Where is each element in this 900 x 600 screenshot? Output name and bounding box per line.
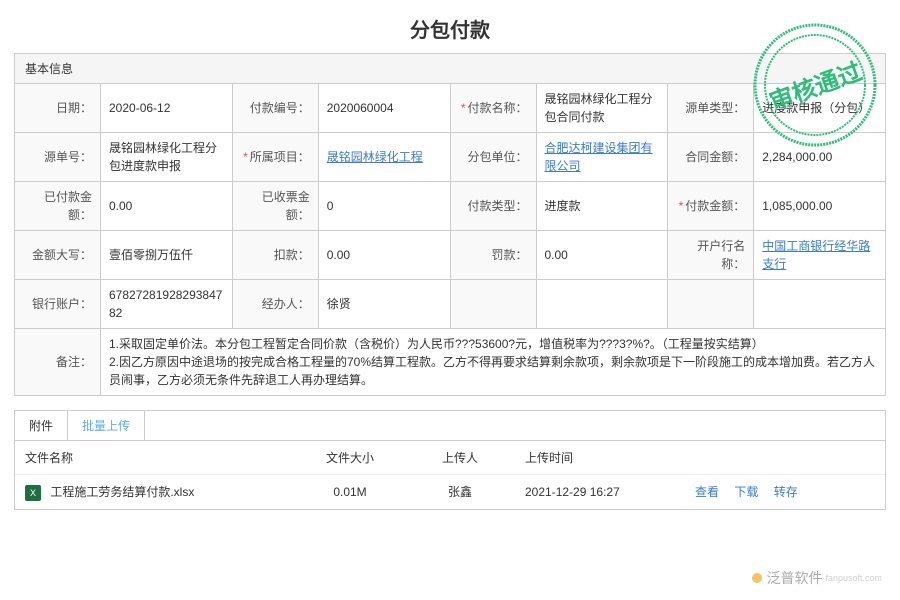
- value-srcno: 晟铭园林绿化工程分包进度款申报: [101, 133, 233, 182]
- value-bank[interactable]: 中国工商银行经华路支行: [754, 231, 886, 280]
- label-billed: 已收票金额：: [232, 182, 318, 231]
- value-payname: 晟铭园林绿化工程分包合同付款: [536, 84, 668, 133]
- value-contract: 2,284,000.00: [754, 133, 886, 182]
- value-paid: 0.00: [101, 182, 233, 231]
- file-name: 工程施工劳务结算付款.xlsx: [50, 485, 194, 499]
- label-srcno: 源单号：: [15, 133, 101, 182]
- value-srctype: 进度款申报（分包）: [754, 84, 886, 133]
- value-deduct: 0.00: [318, 231, 450, 280]
- attachment-section: 附件 批量上传 文件名称 文件大小 上传人 上传时间 X 工程施工劳务结算付款.…: [14, 410, 886, 510]
- tab-attachments[interactable]: 附件: [15, 411, 68, 440]
- label-bank: 开户行名称：: [668, 231, 754, 280]
- label-payname: *付款名称：: [450, 84, 536, 133]
- value-payno: 2020060004: [318, 84, 450, 133]
- attachment-table: 文件名称 文件大小 上传人 上传时间 X 工程施工劳务结算付款.xlsx 0.0…: [15, 441, 885, 509]
- col-filesize: 文件大小: [295, 441, 405, 475]
- download-link[interactable]: 下载: [734, 485, 758, 499]
- value-penalty: 0.00: [536, 231, 668, 280]
- label-acct: 银行账户：: [15, 280, 101, 329]
- label-payamt: *付款金额：: [668, 182, 754, 231]
- watermark: 泛普软件 fanpusoft.com: [752, 568, 882, 588]
- logo-icon: [752, 573, 762, 583]
- value-acct: 6782728192829384782: [101, 280, 233, 329]
- view-link[interactable]: 查看: [695, 485, 719, 499]
- value-payamt: 1,085,000.00: [754, 182, 886, 231]
- label-proj: *所属项目：: [232, 133, 318, 182]
- value-date: 2020-06-12: [101, 84, 233, 133]
- label-remark: 备注：: [15, 329, 101, 396]
- col-filename: 文件名称: [15, 441, 295, 475]
- label-handler: 经办人：: [232, 280, 318, 329]
- file-upload-time: 2021-12-29 16:27: [515, 475, 685, 509]
- label-paid: 已付款金额：: [15, 182, 101, 231]
- col-uploader: 上传人: [405, 441, 515, 475]
- value-paytype: 进度款: [536, 182, 668, 231]
- label-paytype: 付款类型：: [450, 182, 536, 231]
- file-uploader: 张鑫: [405, 475, 515, 509]
- value-remark: 1.采取固定单价法。本分包工程暂定合同价款（含税价）为人民币???53600?元…: [101, 329, 886, 396]
- save-link[interactable]: 转存: [774, 485, 798, 499]
- label-contract: 合同金额：: [668, 133, 754, 182]
- value-billed: 0: [318, 182, 450, 231]
- label-subunit: 分包单位：: [450, 133, 536, 182]
- value-proj[interactable]: 晟铭园林绿化工程: [318, 133, 450, 182]
- label-payno: 付款编号：: [232, 84, 318, 133]
- col-uploadtime: 上传时间: [515, 441, 685, 475]
- excel-icon: X: [25, 485, 41, 501]
- page-title: 分包付款: [0, 0, 900, 53]
- label-penalty: 罚款：: [450, 231, 536, 280]
- value-subunit[interactable]: 合肥达柯建设集团有限公司: [536, 133, 668, 182]
- basic-info-table: 日期： 2020-06-12 付款编号： 2020060004 *付款名称： 晟…: [14, 83, 886, 396]
- file-size: 0.01M: [295, 475, 405, 509]
- label-date: 日期：: [15, 84, 101, 133]
- batch-upload-button[interactable]: 批量上传: [68, 411, 145, 440]
- label-srctype: 源单类型：: [668, 84, 754, 133]
- value-handler: 徐贤: [318, 280, 450, 329]
- value-amtcn: 壹佰零捌万伍仟: [101, 231, 233, 280]
- label-amtcn: 金额大写：: [15, 231, 101, 280]
- section-basic-header: 基本信息: [14, 53, 886, 83]
- label-deduct: 扣款：: [232, 231, 318, 280]
- attachment-row: X 工程施工劳务结算付款.xlsx 0.01M 张鑫 2021-12-29 16…: [15, 475, 885, 509]
